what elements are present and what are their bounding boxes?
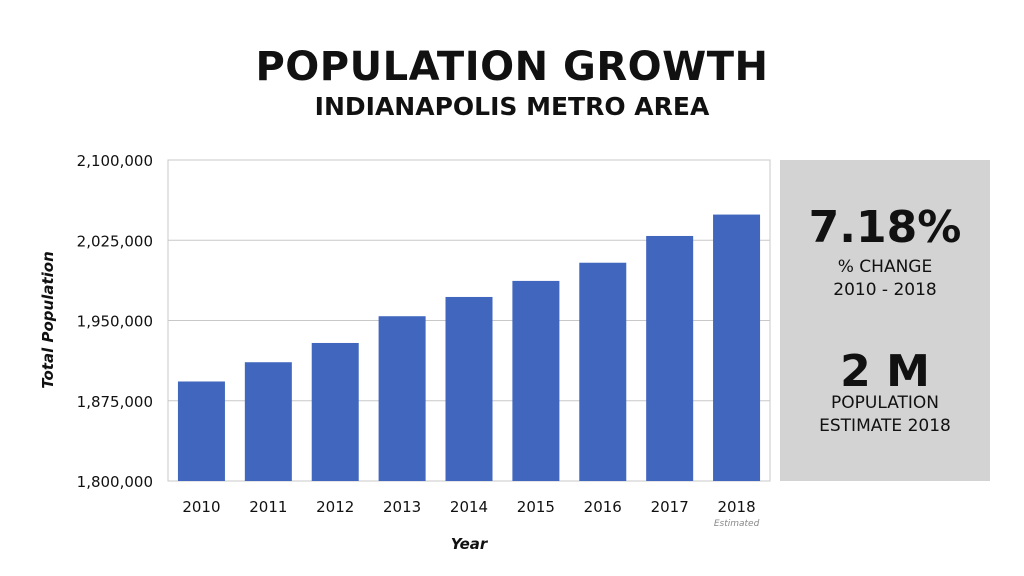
- percent-change-range: 2010 - 2018: [833, 280, 937, 300]
- population-estimate-year: ESTIMATE 2018: [819, 416, 951, 436]
- bar-2018: [713, 214, 761, 481]
- bar-2011: [244, 362, 292, 481]
- summary-panel: 7.18% % CHANGE 2010 - 2018 2 M POPULATIO…: [780, 160, 990, 481]
- x-tick-label: 2013: [383, 498, 421, 516]
- bar-2012: [311, 342, 359, 481]
- x-axis-label: Year: [451, 535, 489, 553]
- bar-chart: 1,800,000 1,875,000 1,950,000 2,025,000 2,10…: [39, 152, 771, 553]
- chart-subtitle: INDIANAPOLIS METRO AREA: [314, 92, 710, 121]
- bar-2017: [646, 235, 694, 481]
- bar-2015: [512, 280, 560, 481]
- bar-2013: [378, 316, 426, 481]
- y-tick-label: 2,100,000: [77, 152, 153, 170]
- x-tick-label: 2016: [584, 498, 622, 516]
- y-tick-label: 1,950,000: [77, 313, 153, 331]
- estimated-note: Estimated: [714, 519, 760, 529]
- bar-2010: [177, 381, 225, 481]
- y-tick-label: 1,875,000: [77, 393, 153, 411]
- chart-title: POPULATION GROWTH: [255, 44, 769, 90]
- percent-change-value: 7.18%: [808, 202, 962, 253]
- bar-2016: [579, 262, 627, 481]
- x-tick-label: 2017: [651, 498, 689, 516]
- x-tick-label: 2018: [717, 498, 755, 516]
- y-axis-label: Total Population: [39, 251, 57, 389]
- y-tick-label: 2,025,000: [77, 232, 153, 250]
- x-tick-label: 2015: [517, 498, 555, 516]
- x-tick-label: 2014: [450, 498, 488, 516]
- x-tick-label: 2010: [182, 498, 220, 516]
- percent-change-label: % CHANGE: [837, 257, 933, 277]
- y-tick-label: 1,800,000: [77, 473, 153, 491]
- x-tick-label: 2011: [249, 498, 287, 516]
- x-tick-label: 2012: [316, 498, 354, 516]
- population-estimate-label: POPULATION: [831, 393, 939, 413]
- bar-2014: [445, 296, 493, 481]
- population-estimate-value: 2 M: [840, 346, 930, 397]
